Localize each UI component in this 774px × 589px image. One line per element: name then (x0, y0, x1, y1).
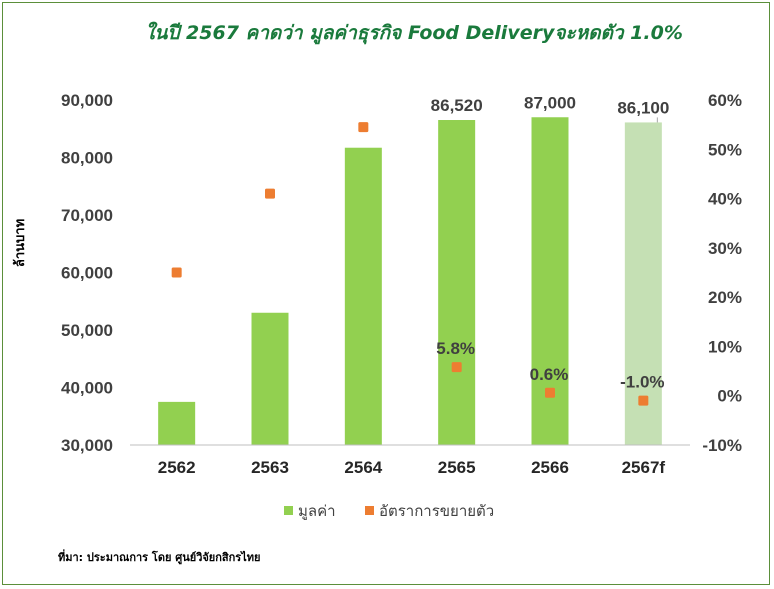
left-tick-label: 70,000 (61, 206, 113, 225)
growth-value-label: 0.6% (530, 365, 569, 384)
growth-point-2562 (171, 267, 182, 278)
bar-2564 (344, 147, 382, 445)
growth-series (171, 122, 649, 406)
chart-title: ในปี 2567 คาดว่า มูลค่าธุรกิจ Food Deliv… (145, 21, 683, 45)
growth-point-2563 (265, 188, 275, 199)
right-tick-label: -10% (702, 436, 742, 455)
right-tick-label: 10% (708, 337, 742, 356)
right-tick-label: 60% (708, 91, 742, 110)
growth-point-2566 (545, 387, 555, 398)
left-tick-label: 30,000 (61, 436, 113, 455)
growth-point-2567f (638, 395, 649, 406)
bar-2562 (158, 401, 196, 445)
legend: มูลค่า อัตราการขยายตัว (284, 502, 494, 520)
bar-value-label: 86,520 (431, 96, 483, 115)
right-tick-label: 0% (717, 387, 742, 406)
source-note: ที่มา: ประมาณการ โดย ศูนย์วิจัยกสิกรไทย (58, 549, 260, 565)
right-tick-label: 40% (708, 190, 742, 209)
bar-2567f (624, 122, 662, 446)
left-tick-label: 80,000 (61, 149, 113, 168)
x-tick-label: 2565 (438, 458, 476, 477)
bar-series (158, 117, 662, 446)
left-tick-label: 40,000 (61, 379, 113, 398)
x-tick-label: 2567f (622, 458, 666, 477)
growth-value-label: -1.0% (620, 373, 664, 392)
data-labels: 86,520 87,000 86,100 5.8% 0.6% -1.0% (431, 93, 670, 391)
bar-value-label: 87,000 (524, 93, 576, 112)
bar-2565 (438, 120, 476, 445)
bar-2563 (251, 312, 289, 445)
right-axis-ticks: -10% 0% 10% 20% 30% 40% 50% 60% (702, 91, 742, 455)
legend-swatch-value (284, 506, 293, 515)
x-tick-label: 2562 (158, 458, 196, 477)
left-tick-label: 60,000 (61, 264, 113, 283)
left-tick-label: 50,000 (61, 321, 113, 340)
bar-value-label: 86,100 (617, 98, 669, 117)
x-tick-label: 2563 (251, 458, 289, 477)
growth-point-2564 (358, 122, 369, 133)
legend-label-value: มูลค่า (298, 502, 336, 520)
legend-label-growth: อัตราการขยายตัว (379, 502, 494, 520)
growth-value-label: 5.8% (436, 339, 475, 358)
x-axis-ticks: 2562 2563 2564 2565 2566 2567f (158, 458, 666, 477)
left-axis-ticks: 30,000 40,000 50,000 60,000 70,000 80,000 90,0… (61, 91, 113, 455)
left-tick-label: 90,000 (61, 91, 113, 110)
x-tick-label: 2566 (531, 458, 569, 477)
x-tick-label: 2564 (344, 458, 382, 477)
right-tick-label: 20% (708, 288, 742, 307)
right-tick-label: 50% (708, 140, 742, 159)
y-axis-label: ล้านบาท (12, 219, 28, 267)
legend-swatch-growth (365, 506, 374, 515)
growth-point-2565 (451, 362, 462, 373)
right-tick-label: 30% (708, 239, 742, 258)
